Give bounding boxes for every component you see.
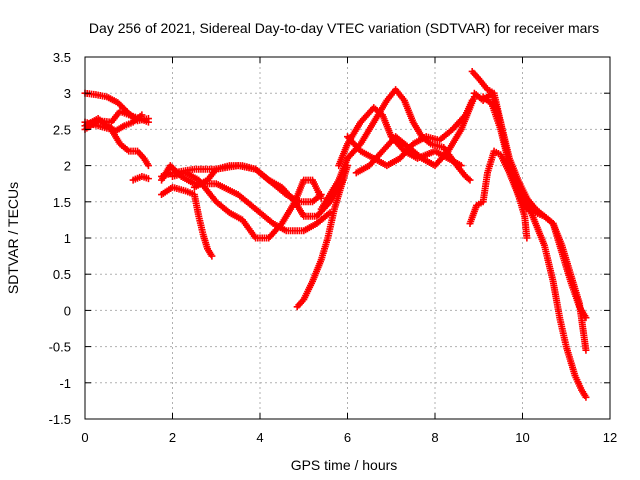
series-track-5 xyxy=(129,172,152,184)
data-point xyxy=(466,176,474,184)
y-tick-label: -1 xyxy=(59,376,71,391)
x-tick-label: 0 xyxy=(81,430,88,445)
data-point xyxy=(144,162,152,170)
data-point xyxy=(317,194,325,202)
y-tick-label: 2.5 xyxy=(53,122,71,137)
chart-title: Day 256 of 2021, Sidereal Day-to-day VTE… xyxy=(89,20,599,36)
y-tick-label: 1.5 xyxy=(53,195,71,210)
series-track-9 xyxy=(169,169,325,242)
data-point xyxy=(582,346,590,354)
x-tick-label: 12 xyxy=(603,430,617,445)
data-point xyxy=(138,111,146,119)
y-tick-label: 3.5 xyxy=(53,50,71,65)
series-track-15 xyxy=(352,93,478,177)
data-point xyxy=(208,252,216,260)
data-point xyxy=(523,234,531,242)
y-tick-label: 3 xyxy=(64,86,71,101)
x-tick-label: 10 xyxy=(515,430,529,445)
data-point xyxy=(582,393,590,401)
plus-marker xyxy=(465,175,473,183)
x-tick-label: 8 xyxy=(431,430,438,445)
series-track-11 xyxy=(293,162,351,311)
x-axis-label: GPS time / hours xyxy=(291,457,398,473)
y-tick-label: 1 xyxy=(64,231,71,246)
y-tick-label: 0 xyxy=(64,303,71,318)
grid-lines xyxy=(85,57,610,419)
x-tick-label: 6 xyxy=(344,430,351,445)
x-tick-label: 2 xyxy=(169,430,176,445)
data-point xyxy=(144,175,152,183)
series-track-19 xyxy=(479,93,590,401)
x-tick-label: 4 xyxy=(256,430,263,445)
y-axis-label: SDTVAR / TECUs xyxy=(5,182,21,294)
series-track-6 xyxy=(158,183,216,260)
data-point xyxy=(457,162,465,170)
y-tick-label: -0.5 xyxy=(49,340,71,355)
data-point xyxy=(144,118,152,126)
y-tick-label: 2 xyxy=(64,159,71,174)
axis-ticks: 0 2 4 6 8 10 12 3.5 3 2.5 2 1.5 1 0.5 0 -0.5 -1 -1.5 xyxy=(49,50,618,445)
y-tick-label: -1.5 xyxy=(49,412,71,427)
series-track-10 xyxy=(190,162,347,220)
y-tick-label: 0.5 xyxy=(53,267,71,282)
data-series xyxy=(81,67,590,401)
